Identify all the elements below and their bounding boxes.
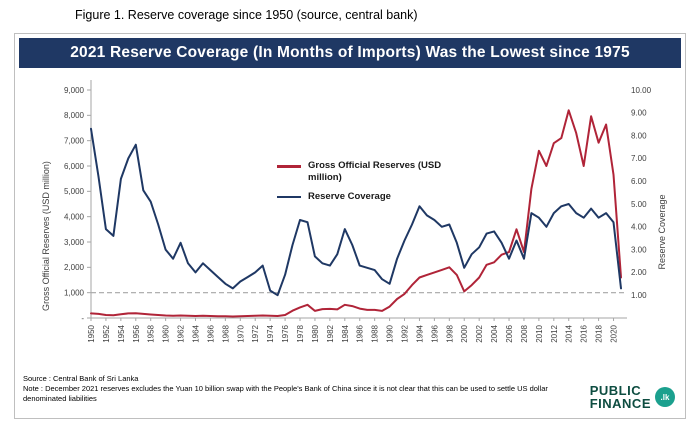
svg-text:4.00: 4.00 (631, 223, 647, 232)
right-axis-title: Reserve Coverage (657, 194, 667, 270)
svg-text:1.00: 1.00 (631, 291, 647, 300)
svg-text:1962: 1962 (177, 324, 186, 342)
svg-text:9.00: 9.00 (631, 109, 647, 118)
svg-text:8.00: 8.00 (631, 131, 647, 140)
svg-text:3,000: 3,000 (64, 238, 85, 247)
chart-area: 9,000 8,000 7,000 6,000 5,000 4,000 3,000 2,000… (15, 70, 685, 370)
svg-text:2020: 2020 (610, 324, 619, 342)
chart-canvas: 9,000 8,000 7,000 6,000 5,000 4,000 3,000 2,000… (64, 80, 652, 343)
navy-line-swatch (277, 195, 301, 199)
svg-text:1994: 1994 (415, 324, 424, 342)
svg-text:1954: 1954 (117, 324, 126, 342)
svg-text:1986: 1986 (356, 324, 365, 342)
reserve-coverage-line (90, 127, 622, 297)
svg-text:1972: 1972 (251, 324, 260, 342)
svg-text:4,000: 4,000 (64, 212, 85, 221)
svg-text:1968: 1968 (221, 324, 230, 342)
left-axis-ticks: 9,000 8,000 7,000 6,000 5,000 4,000 3,000 2,000… (64, 86, 91, 323)
svg-text:1966: 1966 (206, 324, 215, 342)
left-axis-title: Gross Official Reserves (USD million) (41, 161, 51, 311)
notes: Source : Central Bank of Sri Lanka Note … (23, 374, 581, 404)
svg-text:2018: 2018 (595, 324, 604, 342)
svg-text:2006: 2006 (505, 324, 514, 342)
svg-text:1952: 1952 (102, 324, 111, 342)
svg-text:7.00: 7.00 (631, 154, 647, 163)
chart-title: 2021 Reserve Coverage (In Months of Impo… (19, 38, 681, 68)
svg-text:1988: 1988 (371, 324, 380, 342)
svg-text:2016: 2016 (580, 324, 589, 342)
svg-text:1990: 1990 (386, 324, 395, 342)
svg-text:3.00: 3.00 (631, 245, 647, 254)
svg-text:1950: 1950 (87, 324, 96, 342)
svg-text:6,000: 6,000 (64, 162, 85, 171)
svg-text:10.00: 10.00 (631, 86, 652, 95)
logo-lk-badge: .lk (655, 387, 675, 407)
svg-text:2004: 2004 (490, 324, 499, 342)
svg-text:1976: 1976 (281, 324, 290, 342)
svg-text:1996: 1996 (430, 324, 439, 342)
svg-text:6.00: 6.00 (631, 177, 647, 186)
svg-text:5,000: 5,000 (64, 187, 85, 196)
svg-text:2012: 2012 (550, 324, 559, 342)
legend-item-gross-reserves: Gross Official Reserves (USD million) (277, 160, 458, 184)
svg-text:9,000: 9,000 (64, 86, 85, 95)
svg-text:2002: 2002 (475, 324, 484, 342)
svg-text:1970: 1970 (236, 324, 245, 342)
svg-text:1974: 1974 (266, 324, 275, 342)
svg-text:2010: 2010 (535, 324, 544, 342)
svg-text:1984: 1984 (341, 324, 350, 342)
gross-reserves-line (90, 109, 622, 318)
svg-text:1978: 1978 (296, 324, 305, 342)
chart-panel: 2021 Reserve Coverage (In Months of Impo… (14, 33, 686, 419)
figure-caption: Figure 1. Reserve coverage since 1950 (s… (75, 8, 418, 22)
svg-text:2,000: 2,000 (64, 263, 85, 272)
legend-label-gross-reserves: Gross Official Reserves (USD million) (308, 160, 442, 183)
svg-text:-: - (81, 314, 84, 323)
logo-text: PUBLIC FINANCE (590, 384, 651, 410)
svg-text:2014: 2014 (565, 324, 574, 342)
svg-text:1982: 1982 (326, 324, 335, 342)
publicfinance-logo: PUBLIC FINANCE .lk (590, 384, 675, 410)
svg-text:2000: 2000 (460, 324, 469, 342)
logo-line1: PUBLIC (589, 383, 642, 398)
svg-text:1,000: 1,000 (64, 288, 85, 297)
svg-text:7,000: 7,000 (64, 136, 85, 145)
svg-text:1998: 1998 (445, 324, 454, 342)
svg-text:1960: 1960 (162, 324, 171, 342)
legend-item-reserve-coverage: Reserve Coverage (277, 191, 458, 203)
svg-text:8,000: 8,000 (64, 111, 85, 120)
svg-text:1992: 1992 (401, 324, 410, 342)
red-line-swatch (277, 165, 301, 168)
svg-text:5.00: 5.00 (631, 200, 647, 209)
svg-text:1958: 1958 (147, 324, 156, 342)
svg-text:1980: 1980 (311, 324, 320, 342)
x-axis-ticks: 1950 1952 1954 1956 1958 1960 1962 1964 1966 1968… (87, 318, 619, 343)
footnote: Note : December 2021 reserves excludes t… (23, 384, 548, 404)
legend-label-reserve-coverage: Reserve Coverage (308, 190, 391, 202)
svg-text:1956: 1956 (132, 324, 141, 342)
source-note: Source : Central Bank of Sri Lanka (23, 374, 139, 383)
legend: Gross Official Reserves (USD million) Re… (277, 160, 458, 210)
right-axis-ticks: 10.00 9.00 8.00 7.00 6.00 5.00 4.00 3.00 2.00 1.0… (631, 86, 652, 300)
svg-text:1964: 1964 (192, 324, 201, 342)
logo-line2: FINANCE (589, 396, 651, 411)
svg-text:2008: 2008 (520, 324, 529, 342)
svg-text:2.00: 2.00 (631, 268, 647, 277)
